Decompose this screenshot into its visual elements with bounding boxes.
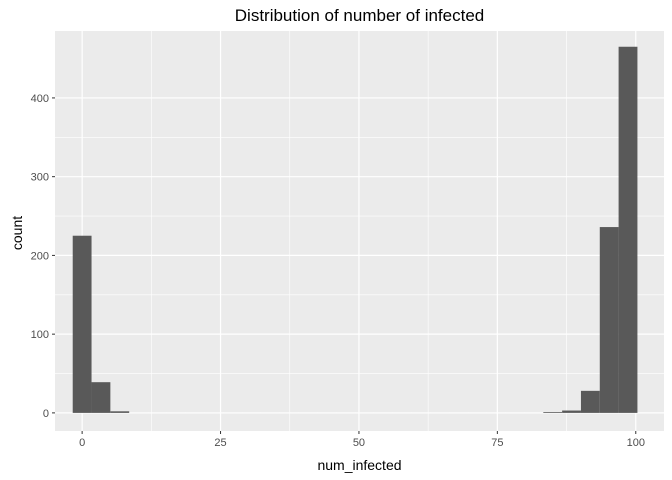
y-tick-label: 100 xyxy=(31,329,49,341)
x-tick-label: 25 xyxy=(214,437,226,449)
x-tick-label: 0 xyxy=(79,437,85,449)
histogram-bar xyxy=(72,235,92,413)
chart-title: Distribution of number of infected xyxy=(235,6,484,25)
x-tick-label: 100 xyxy=(627,437,645,449)
histogram-bar xyxy=(580,390,600,413)
x-tick-label: 50 xyxy=(353,437,365,449)
x-axis-title: num_infected xyxy=(317,457,401,473)
histogram-bar xyxy=(562,410,581,413)
y-tick-label: 200 xyxy=(31,250,49,262)
histogram-bar xyxy=(599,227,619,413)
x-axis: 0 25 50 75 100 xyxy=(79,431,645,449)
y-tick-label: 300 xyxy=(31,172,49,184)
bars xyxy=(72,46,638,413)
y-axis: 0 100 200 300 400 xyxy=(31,93,55,420)
x-tick-label: 75 xyxy=(491,437,503,449)
y-axis-title: count xyxy=(9,216,25,250)
histogram-bar xyxy=(110,411,130,413)
histogram-bar xyxy=(91,382,111,413)
y-tick-label: 0 xyxy=(43,408,49,420)
histogram-bar xyxy=(543,412,563,413)
y-tick-label: 400 xyxy=(31,93,49,105)
histogram-bar xyxy=(618,46,638,413)
